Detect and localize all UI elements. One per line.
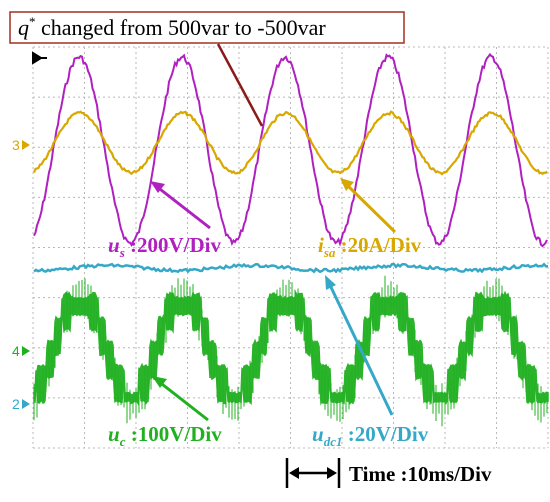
time-arrow-left-icon <box>289 467 299 479</box>
chart-title: q* changed from 500var to -500var <box>9 11 405 44</box>
arrow-isa-head <box>340 178 354 191</box>
label-us: us :200V/Div <box>108 233 221 260</box>
trace-us <box>33 52 548 248</box>
title-superscript: * <box>29 14 36 29</box>
arrow-udc1 <box>327 282 394 416</box>
title-arrow <box>216 43 264 127</box>
channel-marker-arrow-icon <box>22 399 30 409</box>
channel-markers: 3 4 2 <box>12 137 30 412</box>
arrow-uc <box>157 379 209 422</box>
annotation-arrows <box>150 178 397 422</box>
arrow-udc1-head <box>325 275 336 290</box>
title-text: q* changed from 500var to -500var <box>18 14 326 40</box>
trigger-arrow-icon <box>32 51 47 65</box>
arrow-isa <box>344 182 397 234</box>
title-rest: changed from 500var to -500var <box>36 15 327 40</box>
trace-udc1 <box>33 262 548 274</box>
label-udc1: udc1 :20V/Div <box>312 422 429 449</box>
waveform-traces <box>32 52 549 427</box>
arrow-us <box>155 184 211 230</box>
time-scale: Time :10ms/Div <box>285 458 492 488</box>
title-symbol: q <box>18 15 29 40</box>
arrow-us-head <box>150 181 165 193</box>
arrow-uc-head <box>152 376 167 388</box>
channel-marker-arrow-icon <box>22 140 30 150</box>
time-arrow-right-icon <box>327 467 337 479</box>
channel-marker-label: 3 <box>12 137 20 153</box>
title-box <box>9 11 405 44</box>
channel-marker-arrow-icon <box>22 346 30 356</box>
trace-isa <box>32 110 548 176</box>
time-scale-label: Time :10ms/Div <box>349 462 492 486</box>
series-labels: us :200V/Div isa :20A/Div udc1 :20V/Div … <box>108 233 429 449</box>
channel-marker-label: 2 <box>12 396 20 412</box>
label-uc: uc :100V/Div <box>108 422 222 449</box>
label-isa: isa :20A/Div <box>318 233 422 260</box>
channel-marker-label: 4 <box>12 343 20 359</box>
